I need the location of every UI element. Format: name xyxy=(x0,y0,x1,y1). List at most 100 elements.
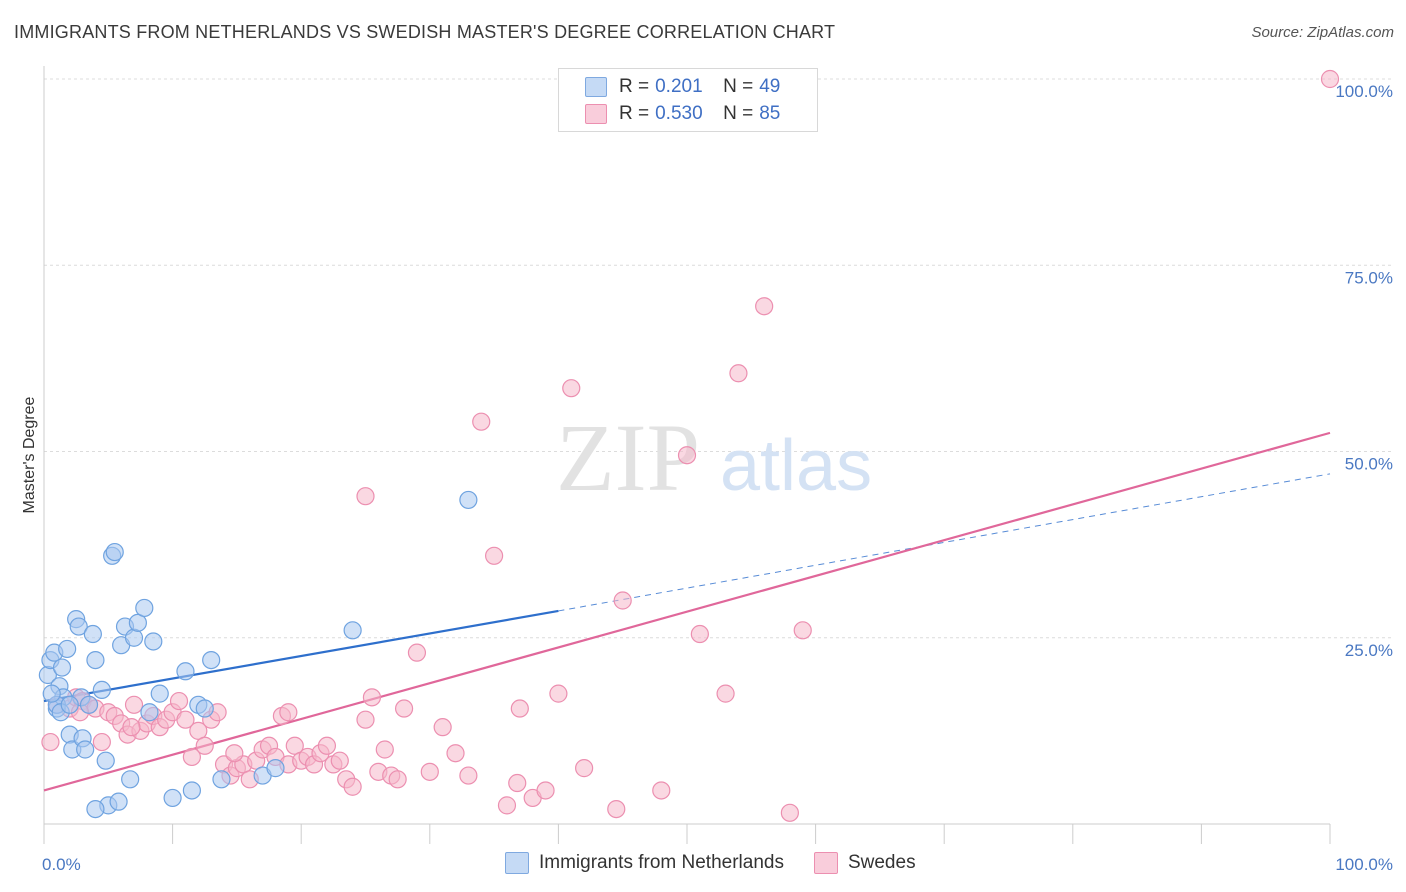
point-netherlands xyxy=(42,684,61,703)
chart-title: IMMIGRANTS FROM NETHERLANDS VS SWEDISH M… xyxy=(14,22,836,42)
point-netherlands xyxy=(163,788,182,808)
point-netherlands xyxy=(58,639,77,659)
watermark-atlas: atlas xyxy=(720,426,872,506)
point-swedes xyxy=(729,364,748,383)
point-swedes xyxy=(407,643,427,662)
point-netherlands xyxy=(182,781,201,800)
legend-swatch-swedes xyxy=(585,104,607,124)
point-swedes xyxy=(755,297,774,316)
legend-n-value: 85 xyxy=(759,103,781,124)
point-netherlands xyxy=(195,699,214,718)
data-points xyxy=(38,69,1340,822)
x-tick-label: 100.0% xyxy=(1335,855,1393,874)
point-swedes xyxy=(182,747,201,767)
point-swedes xyxy=(169,691,189,711)
point-swedes xyxy=(446,744,465,763)
point-swedes xyxy=(176,710,195,729)
point-netherlands xyxy=(86,650,105,670)
point-swedes xyxy=(562,379,581,398)
point-netherlands xyxy=(109,792,128,811)
point-netherlands xyxy=(176,662,195,681)
point-swedes xyxy=(536,781,555,800)
point-swedes xyxy=(485,546,504,565)
point-swedes xyxy=(510,699,529,718)
point-swedes xyxy=(92,732,111,752)
legend-row-netherlands: R = 0.201 N = 49 xyxy=(585,75,780,99)
legend-r-value: 0.530 xyxy=(655,103,703,124)
legend-row-swedes: R = 0.530 N = 85 xyxy=(585,102,780,126)
point-swedes xyxy=(780,803,799,822)
legend-r-value: 0.201 xyxy=(655,76,703,97)
bottom-legend-label-swedes: Swedes xyxy=(847,852,916,873)
point-netherlands xyxy=(135,598,154,618)
point-netherlands xyxy=(150,684,169,703)
point-netherlands xyxy=(52,658,72,677)
point-swedes xyxy=(330,751,349,770)
point-netherlands xyxy=(60,695,79,714)
point-swedes xyxy=(607,799,626,819)
point-swedes xyxy=(459,766,478,785)
point-swedes xyxy=(394,699,414,718)
point-swedes xyxy=(508,773,527,793)
point-swedes xyxy=(124,695,144,714)
point-swedes xyxy=(122,718,141,737)
point-netherlands xyxy=(96,751,115,770)
point-swedes xyxy=(225,744,244,763)
point-swedes xyxy=(497,796,517,815)
point-swedes xyxy=(549,684,568,703)
legend-n-label: N = xyxy=(723,103,754,124)
bottom-legend-label-netherlands: Immigrants from Netherlands xyxy=(539,852,784,873)
source-label: Source: ZipAtlas.com xyxy=(1251,24,1394,41)
point-swedes xyxy=(613,591,632,610)
legend-n-label: N = xyxy=(723,76,754,97)
point-swedes xyxy=(41,732,60,752)
point-swedes xyxy=(375,740,394,759)
point-netherlands xyxy=(202,650,221,670)
point-swedes xyxy=(1320,69,1340,89)
y-tick-label: 25.0% xyxy=(1345,641,1393,660)
point-swedes xyxy=(716,684,735,703)
point-swedes xyxy=(317,736,337,755)
bottom-legend: Immigrants from Netherlands Swedes xyxy=(505,852,946,874)
point-swedes xyxy=(433,718,452,737)
legend-n-value: 49 xyxy=(759,76,781,97)
x-tick-label: 0.0% xyxy=(42,855,81,874)
y-axis-label: Master's Degree xyxy=(21,396,38,513)
point-netherlands xyxy=(79,695,99,714)
point-netherlands xyxy=(86,799,105,819)
bottom-legend-swatch-netherlands xyxy=(505,852,529,874)
point-netherlands xyxy=(212,770,231,789)
point-netherlands xyxy=(343,621,362,640)
y-tick-label: 50.0% xyxy=(1345,455,1393,474)
legend-r-label: R = xyxy=(619,76,650,97)
point-swedes xyxy=(472,412,491,431)
point-netherlands xyxy=(92,680,111,700)
point-swedes xyxy=(677,446,697,465)
point-netherlands xyxy=(459,490,478,510)
bottom-legend-swedes: Swedes xyxy=(813,852,916,874)
point-swedes xyxy=(793,621,812,640)
point-swedes xyxy=(343,777,362,796)
trend-line-netherlands xyxy=(43,609,559,703)
point-swedes xyxy=(356,487,375,506)
y-tick-label: 75.0% xyxy=(1345,268,1393,287)
trend-line-extension-netherlands xyxy=(558,473,1331,612)
point-netherlands xyxy=(121,770,140,789)
point-swedes xyxy=(388,770,407,789)
point-swedes xyxy=(195,736,214,755)
bottom-legend-swatch-swedes xyxy=(813,852,838,874)
watermark: ZIP atlas xyxy=(556,404,872,511)
point-swedes xyxy=(279,703,298,722)
point-netherlands xyxy=(76,740,95,759)
point-swedes xyxy=(575,759,594,778)
point-netherlands xyxy=(105,542,124,562)
point-swedes xyxy=(652,781,671,800)
point-swedes xyxy=(690,624,709,644)
point-netherlands xyxy=(144,632,163,651)
point-swedes xyxy=(420,762,439,781)
point-swedes xyxy=(356,710,375,729)
point-swedes xyxy=(362,688,382,707)
axes: 25.0% 50.0% 75.0% 100.0% 0.0% 100.0% xyxy=(42,66,1393,874)
legend-swatch-netherlands xyxy=(585,77,607,97)
legend-r-label: R = xyxy=(619,103,650,124)
